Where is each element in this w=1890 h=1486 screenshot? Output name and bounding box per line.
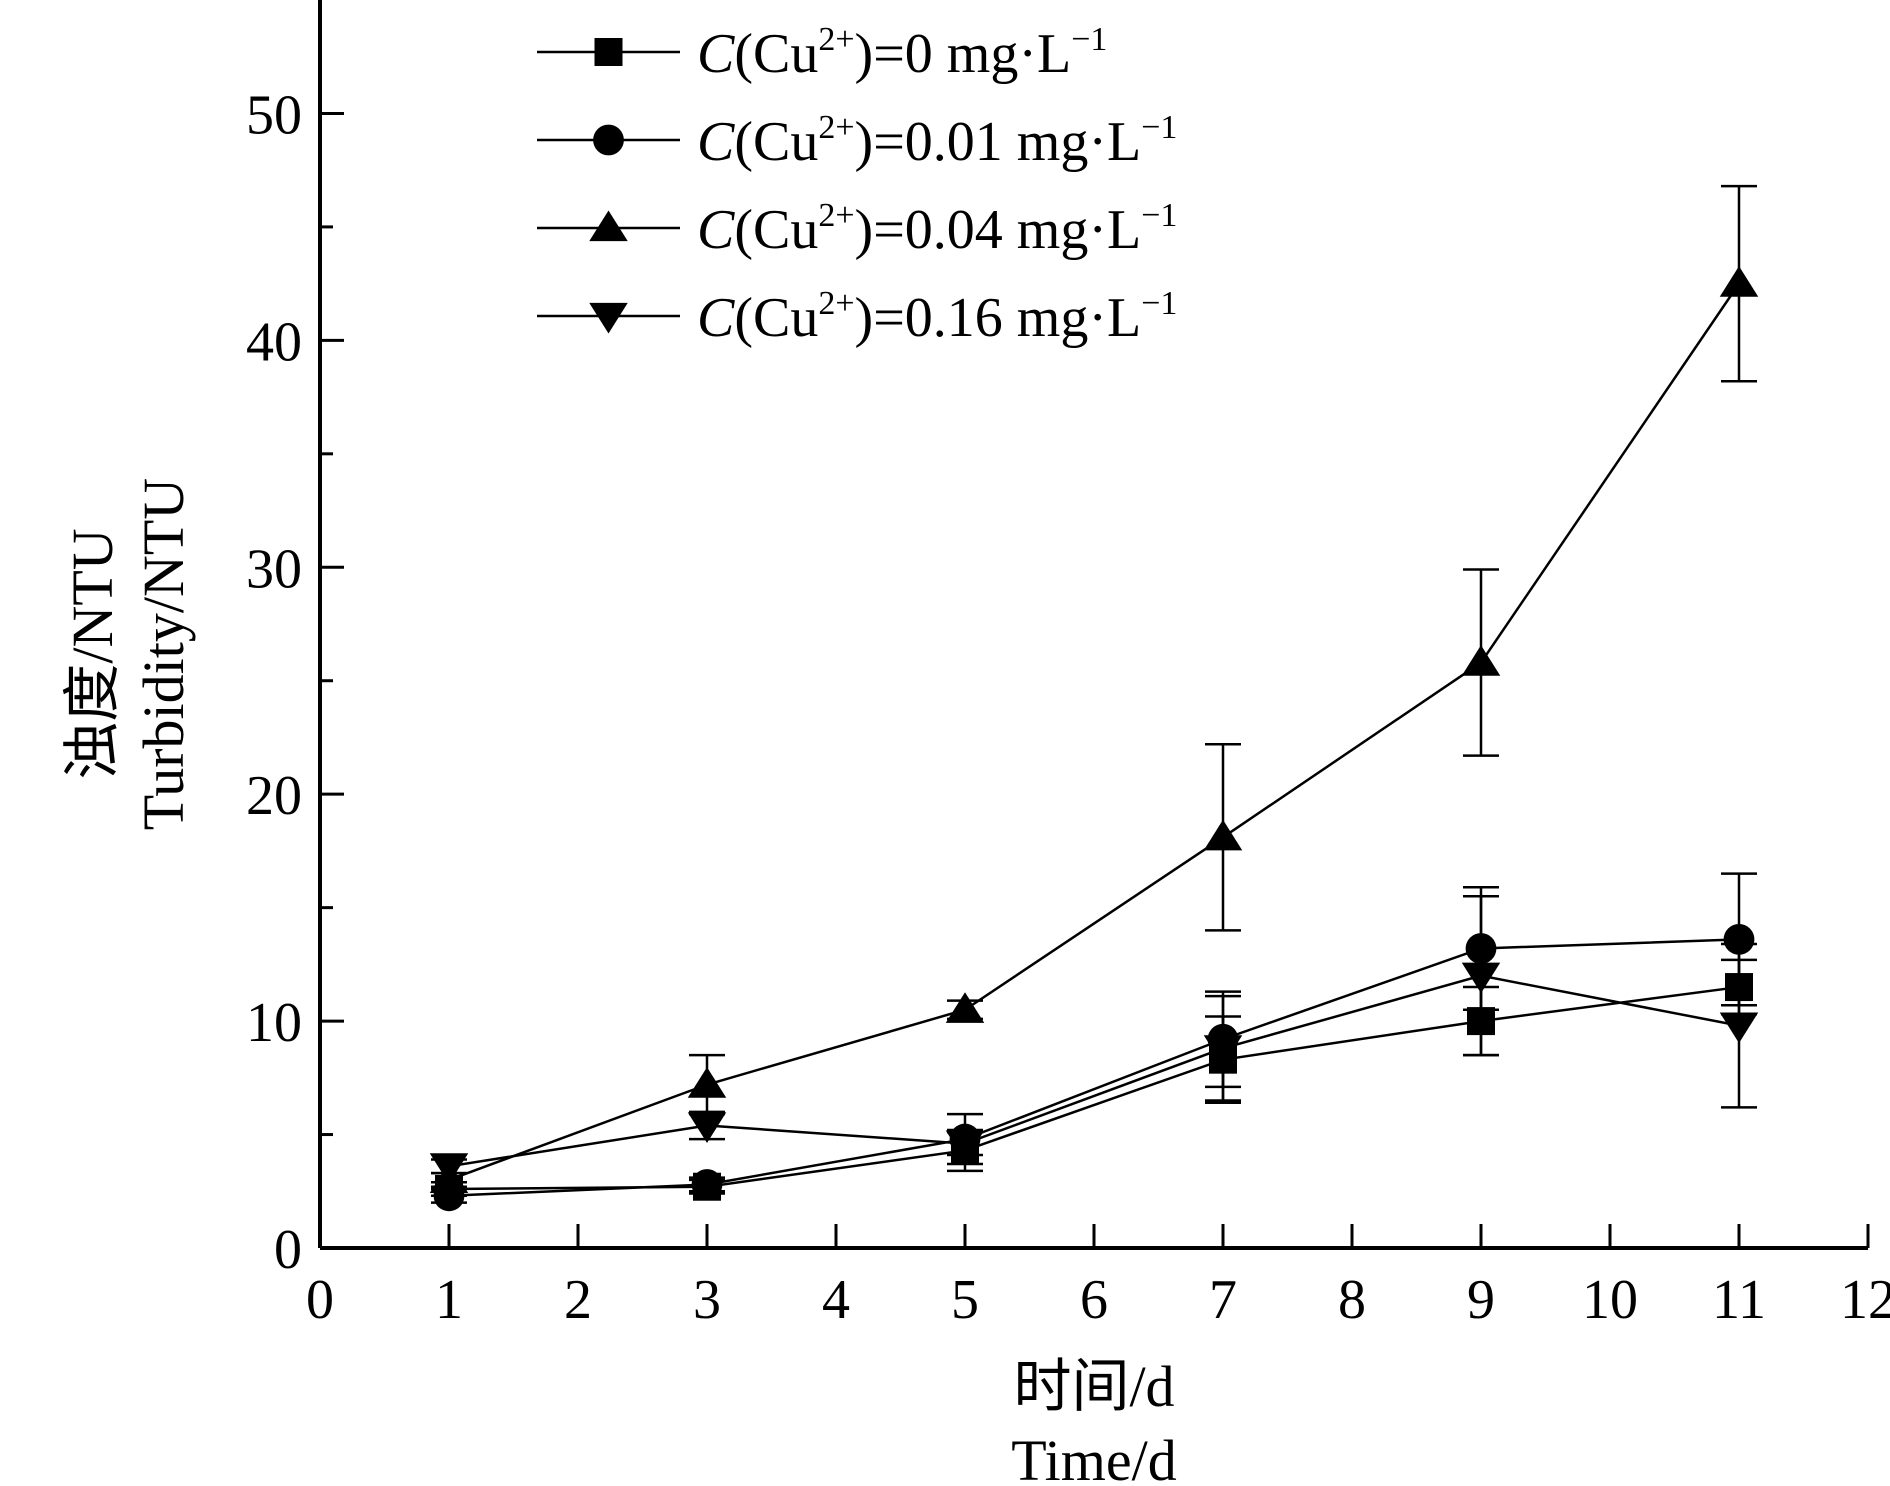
y-tick-label: 50 [246, 84, 302, 146]
legend-entry: C(Cu2+)=0.01 mg·L−1 [537, 109, 1177, 173]
series-line [448, 974, 1740, 1168]
legend-label: C(Cu2+)=0.04 mg·L−1 [697, 197, 1177, 261]
legend-label: C(Cu2+)=0.16 mg·L−1 [697, 285, 1177, 349]
series [429, 184, 1759, 1212]
data-point-triangle-down [1461, 962, 1501, 994]
x-tick-label: 3 [693, 1269, 721, 1331]
y-axis-title-cn: 浊度/NTU [60, 528, 125, 779]
x-tick-label: 10 [1582, 1269, 1638, 1331]
x-tick-label: 2 [564, 1269, 592, 1331]
data-point-triangle-up [945, 992, 985, 1023]
data-point-circle [691, 1169, 723, 1200]
x-tick-label: 4 [822, 1269, 850, 1331]
data-point-triangle-up [1719, 266, 1759, 297]
x-tick-label: 1 [435, 1269, 463, 1331]
y-tick-label: 20 [246, 765, 302, 827]
legend-marker-circle [593, 124, 624, 156]
data-point-triangle-down [1203, 1035, 1243, 1066]
series-square [431, 958, 1757, 1204]
series-line [448, 282, 1741, 1182]
data-point-triangle-down [1719, 1012, 1759, 1044]
x-tick-label: 9 [1467, 1269, 1495, 1331]
legend-marker-triangle-up [589, 210, 628, 242]
legend-label: C(Cu2+)=0 mg·L−1 [697, 21, 1107, 85]
x-tick-label: 6 [1080, 1269, 1108, 1331]
x-tick-label: 7 [1209, 1269, 1237, 1331]
data-point-triangle-down [429, 1153, 469, 1184]
x-tick-label: 11 [1712, 1269, 1766, 1331]
axes [318, 0, 1868, 1250]
x-tick-label: 5 [951, 1269, 979, 1331]
y-axis-title-en: Turbidity/NTU [131, 478, 196, 830]
x-axis-title-cn: 时间/d [1013, 1354, 1174, 1419]
data-point-triangle-up [687, 1067, 727, 1098]
data-point-circle [1723, 924, 1755, 955]
y-tick-label: 0 [274, 1219, 302, 1281]
x-tick-label: 12 [1840, 1269, 1890, 1331]
data-point-triangle-up [1461, 645, 1501, 676]
legend: C(Cu2+)=0 mg·L−1 C(Cu2+)=0.01 mg·L−1 C(Cu2… [537, 21, 1177, 349]
y-tick-label: 10 [246, 992, 302, 1054]
x-axis-title-en: Time/d [1011, 1428, 1176, 1486]
data-point-triangle-up [1203, 819, 1243, 851]
series-triangle-down [429, 895, 1759, 1184]
data-point-triangle-down [687, 1112, 727, 1143]
data-point-triangle-down [945, 1130, 985, 1162]
legend-marker-triangle-down [589, 302, 628, 334]
legend-label: C(Cu2+)=0.01 mg·L−1 [697, 109, 1177, 173]
legend-entry: C(Cu2+)=0.04 mg·L−1 [537, 197, 1177, 261]
x-tick-label: 8 [1338, 1269, 1366, 1331]
y-tick-label: 30 [246, 538, 302, 600]
legend-entry: C(Cu2+)=0.16 mg·L−1 [537, 285, 1177, 349]
series-line [448, 938, 1740, 1198]
x-tick-label: 0 [306, 1269, 334, 1331]
legend-entry: C(Cu2+)=0 mg·L−1 [537, 21, 1107, 85]
y-tick-label: 40 [246, 311, 302, 373]
legend-marker-square [594, 38, 623, 66]
